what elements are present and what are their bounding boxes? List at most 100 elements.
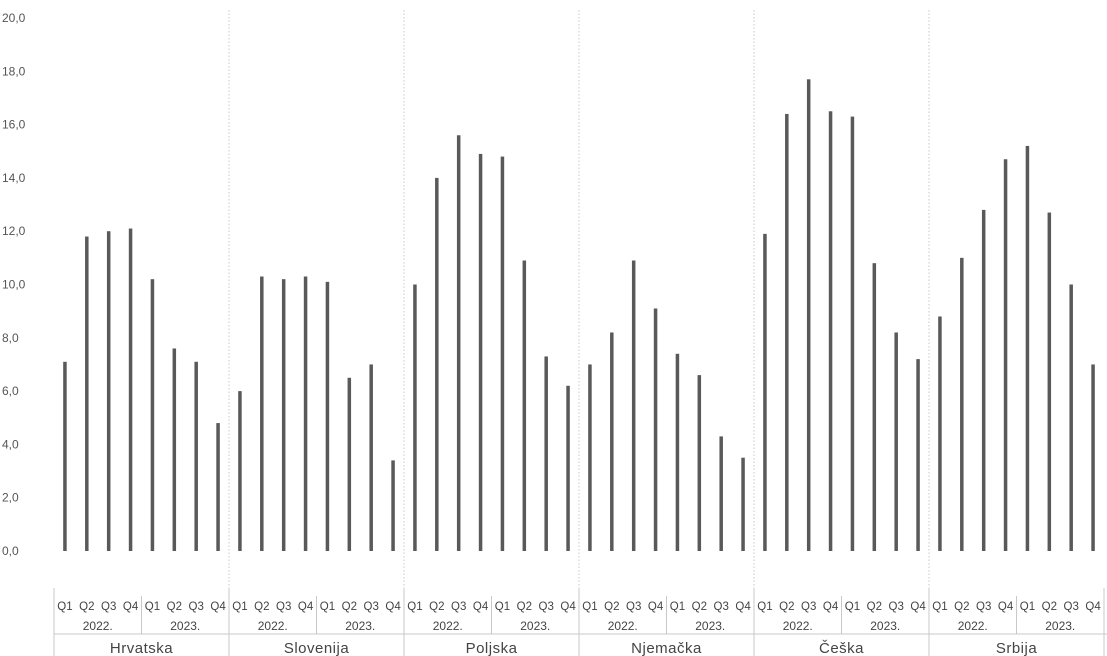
quarter-label: Q1 (407, 601, 422, 613)
quarter-label: Q1 (582, 601, 597, 613)
y-tick-label: 0,0 (2, 544, 19, 558)
quarter-label: Q3 (276, 601, 291, 613)
bar-češka-7 (894, 332, 898, 551)
year-label: 2023. (170, 619, 200, 633)
bar-slovenija-2 (260, 276, 264, 551)
y-tick-label: 16,0 (2, 118, 26, 132)
quarter-label: Q2 (517, 601, 532, 613)
y-tick-label: 10,0 (2, 278, 26, 292)
bar-srbija-5 (1025, 145, 1030, 552)
quarter-label: Q1 (57, 601, 72, 613)
quarter-label: Q1 (670, 601, 685, 613)
quarter-label: Q3 (1064, 601, 1079, 613)
y-tick-label: 4,0 (2, 437, 19, 451)
bar-poljska-3 (456, 135, 461, 551)
bar-poljska-4 (478, 153, 483, 552)
quarter-label: Q1 (145, 601, 160, 613)
country-label: Njemačka (631, 640, 702, 656)
bar-srbija-8 (1091, 364, 1095, 551)
bar-poljska-1 (413, 284, 417, 551)
bar-poljska-8 (566, 385, 570, 551)
bar-češka-2 (785, 113, 789, 551)
year-label: 2022. (258, 619, 288, 633)
bar-slovenija-8 (391, 460, 395, 551)
bar-srbija-3 (981, 209, 986, 551)
year-label: 2023. (1045, 619, 1075, 633)
year-label: 2022. (958, 619, 988, 633)
bar-slovenija-1 (238, 391, 242, 551)
quarter-label: Q2 (79, 601, 94, 613)
bar-hrvatska-4 (128, 228, 133, 551)
quarter-label: Q3 (976, 601, 991, 613)
year-label: 2023. (870, 619, 900, 633)
quarter-label: Q1 (495, 601, 510, 613)
y-tick-label: 8,0 (2, 331, 19, 345)
quarter-label: Q2 (342, 601, 357, 613)
quarter-label: Q4 (823, 601, 839, 613)
y-tick-label: 14,0 (2, 171, 26, 185)
quarter-label: Q4 (123, 601, 139, 613)
quarter-label: Q1 (757, 601, 772, 613)
quarter-label: Q2 (954, 601, 969, 613)
year-label: 2023. (695, 619, 725, 633)
bar-njemačka-3 (631, 260, 636, 551)
quarter-label: Q4 (298, 601, 314, 613)
bar-srbija-6 (1047, 212, 1052, 552)
quarter-label: Q2 (429, 601, 444, 613)
quarter-label: Q1 (932, 601, 947, 613)
quarter-label: Q3 (364, 601, 379, 613)
quarter-label: Q4 (473, 601, 489, 613)
bars (63, 79, 1095, 552)
quarter-label: Q4 (210, 601, 226, 613)
bar-slovenija-5 (325, 281, 330, 551)
quarter-label: Q3 (539, 601, 554, 613)
bar-poljska-5 (500, 156, 505, 551)
quarter-label: Q4 (1085, 601, 1101, 613)
x-axis: Q1 Q2 Q3 Q4 Q1 Q2 Q3 Q4 2022. 2023. Hrvatska Q1 Q2 Q3… (53, 588, 1107, 656)
bar-srbija-2 (960, 257, 964, 551)
bar-poljska-2 (435, 177, 439, 551)
country-label: Poljska (466, 640, 518, 656)
y-tick-label: 12,0 (2, 224, 26, 238)
bar-hrvatska-2 (85, 236, 89, 551)
quarter-label: Q1 (845, 601, 860, 613)
quarter-label: Q2 (167, 601, 182, 613)
bar-njemačka-1 (588, 364, 592, 551)
y-tick-label: 18,0 (2, 64, 26, 78)
bar-njemačka-5 (675, 353, 680, 551)
quarter-label: Q1 (232, 601, 247, 613)
quarter-label: Q2 (692, 601, 707, 613)
quarter-label: Q3 (101, 601, 116, 613)
quarter-label: Q4 (998, 601, 1014, 613)
y-axis: 0,0 2,0 4,0 6,0 8,0 10,0 12,0 14,0 16,0 18,0 20,0 (2, 11, 26, 558)
year-label: 2023. (520, 619, 550, 633)
quarter-label: Q4 (385, 601, 401, 613)
quarter-label: Q2 (604, 601, 619, 613)
bar-hrvatska-8 (216, 423, 220, 551)
quarter-label: Q3 (889, 601, 904, 613)
quarter-label: Q3 (626, 601, 641, 613)
quarter-label: Q3 (714, 601, 729, 613)
bar-češka-1 (763, 233, 767, 552)
quarter-label: Q4 (560, 601, 576, 613)
y-tick-label: 2,0 (2, 491, 19, 505)
country-label: Hrvatska (110, 640, 173, 656)
bar-slovenija-6 (347, 377, 352, 551)
year-label: 2022. (83, 619, 113, 633)
quarter-label: Q3 (801, 601, 816, 613)
bar-poljska-7 (544, 356, 548, 551)
bar-češka-3 (806, 79, 811, 552)
bar-njemačka-7 (719, 436, 723, 551)
quarter-label: Q2 (779, 601, 794, 613)
quarter-label: Q1 (1020, 601, 1035, 613)
bar-slovenija-3 (281, 279, 286, 551)
quarter-label: Q4 (910, 601, 926, 613)
year-label: 2023. (345, 619, 375, 633)
bar-njemačka-4 (653, 308, 658, 551)
bar-njemačka-2 (610, 332, 614, 551)
year-label: 2022. (783, 619, 813, 633)
bar-slovenija-4 (303, 276, 308, 551)
bar-češka-8 (916, 359, 920, 551)
bar-češka-4 (828, 111, 833, 552)
